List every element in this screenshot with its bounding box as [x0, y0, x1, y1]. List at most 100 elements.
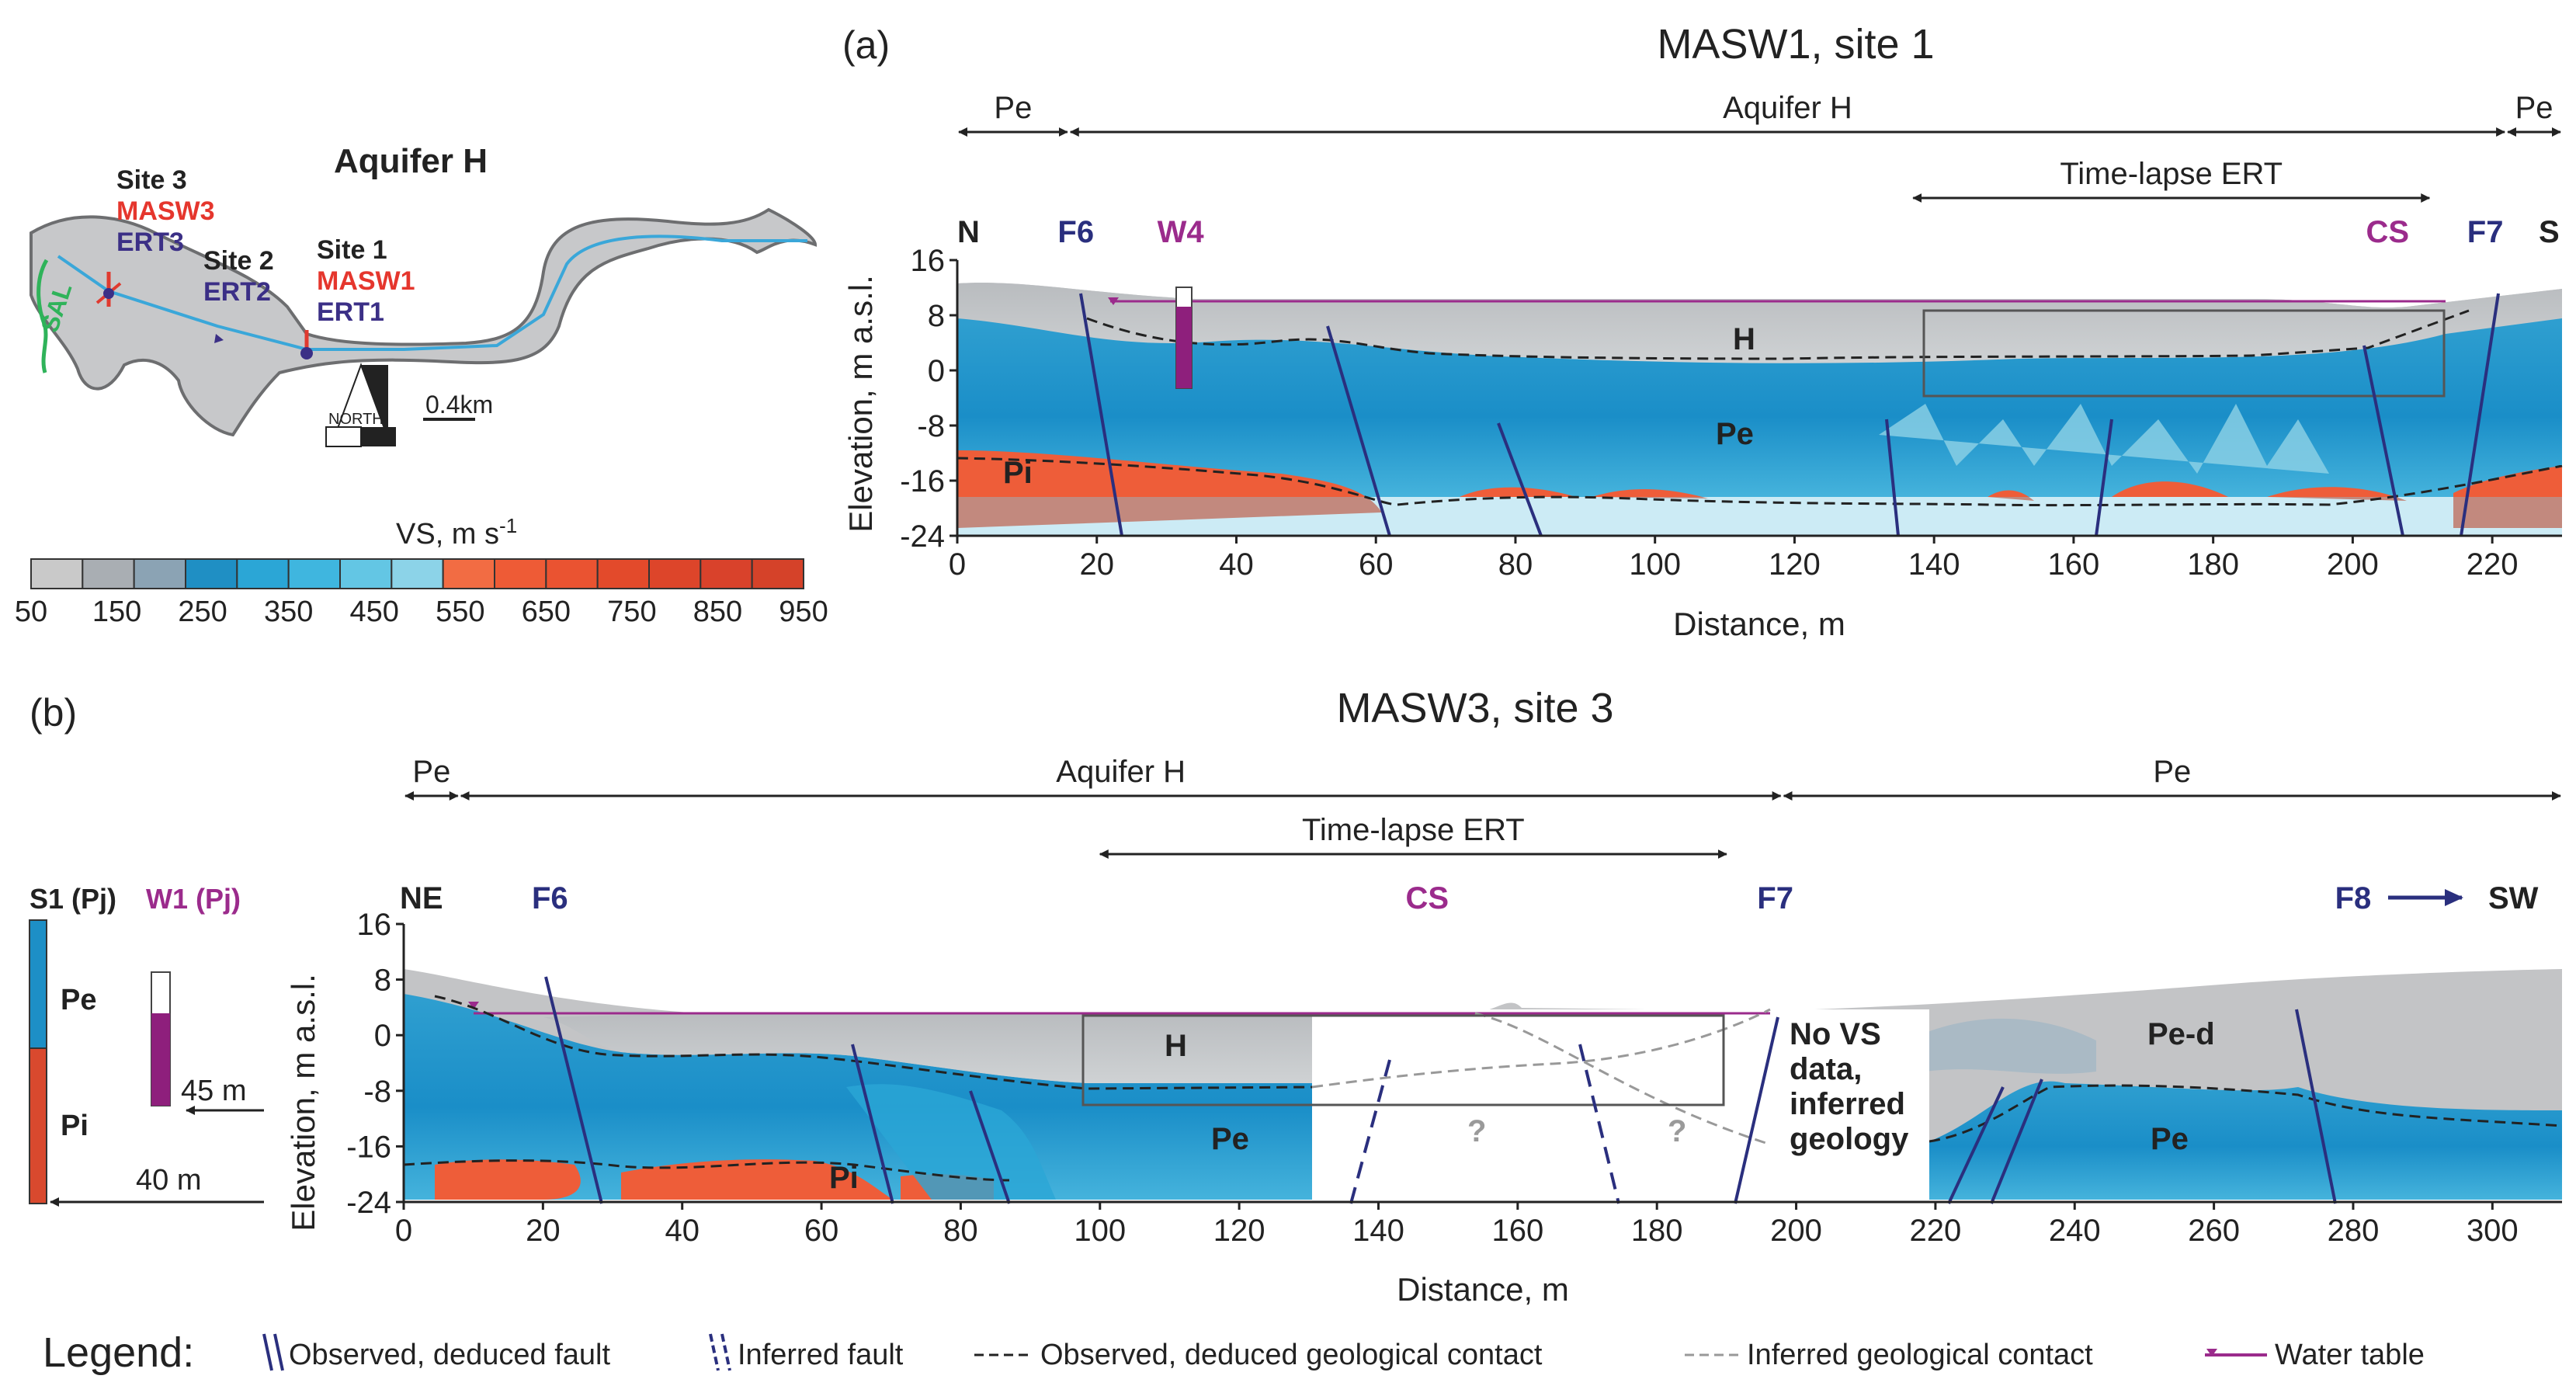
faults-b [544, 976, 2337, 1204]
marker-label-f7: F7 [2467, 215, 2504, 249]
site2-ert-label: ERT2 [203, 277, 271, 307]
unit-extent-label: Pe [2153, 755, 2191, 789]
s1-pe-column [29, 919, 47, 1049]
unit-extent-label: Pe [994, 91, 1032, 125]
x-tick-label: 220 [1910, 1214, 1962, 1248]
site1-marker [300, 347, 313, 360]
legend-title: Legend: [43, 1329, 194, 1376]
colorbar-tick: 750 [607, 596, 656, 628]
no-data-note: No VS data, inferred geology [1790, 1017, 1909, 1156]
y-tick-label: -8 [363, 1075, 391, 1109]
contact-a-lower [956, 457, 2563, 507]
legend-contact: Observed, deduced geological contact [1040, 1339, 1543, 1371]
x-tick-label: 160 [1491, 1214, 1543, 1248]
colorbar-swatch [391, 558, 444, 589]
ert-box-a [1922, 309, 2446, 398]
colorbar-tick: 850 [693, 596, 742, 628]
marker-label-f8: F8 [2335, 881, 2372, 915]
legend-observed-fault: Observed, deduced fault [289, 1339, 610, 1371]
x-tick-label: 120 [1213, 1214, 1265, 1248]
colorbar-swatch [596, 558, 651, 589]
x-tick-label: 300 [2467, 1214, 2519, 1248]
ert-extent-label: Time-lapse ERT [1302, 813, 1525, 847]
x-tick-label: 200 [2327, 547, 2379, 582]
ert-box-b [1081, 1014, 1725, 1106]
site1-label: Site 1 [317, 235, 387, 265]
svg-text:inferred: inferred [1790, 1087, 1905, 1121]
y-tick-label: 16 [357, 908, 392, 942]
marker-label-w4: W4 [1158, 215, 1205, 249]
sal-river [36, 259, 49, 373]
unit-extent-label: Pe [412, 755, 450, 789]
x-tick-label: 80 [943, 1214, 978, 1248]
colorbar-tick: 650 [522, 596, 571, 628]
colorbar-swatch [442, 558, 496, 589]
x-tick-label: 140 [1908, 547, 1960, 582]
x-tick-label: 200 [1770, 1214, 1822, 1248]
colorbar-tick: 550 [436, 596, 484, 628]
ert-extent-label: Time-lapse ERT [2060, 157, 2283, 191]
water-table-marker-a [1108, 297, 1119, 305]
well-w4-screen [1176, 307, 1192, 388]
unit-extent-label: Aquifer H [1056, 755, 1186, 789]
colorbar-swatch [236, 558, 290, 589]
legend-inferred-fault-icon [709, 1333, 731, 1371]
site3-masw-label: MASW3 [116, 196, 215, 226]
colorbar-swatch [30, 558, 84, 589]
x-tick-label: 220 [2467, 547, 2519, 582]
unit-label-ped-b: Pe-d [2147, 1017, 2215, 1051]
marker-label-cs: CS [1405, 881, 1449, 915]
inferred-contact-b-1 [1311, 1008, 1771, 1089]
y-tick-label: 8 [374, 964, 391, 998]
y-tick-label: -16 [900, 464, 945, 498]
panel-a-title: MASW1, site 1 [1657, 21, 1934, 68]
question-mark-1: ? [1467, 1114, 1486, 1148]
x-tick-label: 40 [665, 1214, 700, 1248]
site2-label: Site 2 [203, 246, 274, 276]
x-tick-label: 280 [2328, 1214, 2380, 1248]
w1-label: W1 (Pj) [146, 883, 241, 915]
colorbar-swatch [545, 558, 599, 589]
colorbar-swatch [751, 558, 805, 589]
x-tick-label: 40 [1219, 547, 1254, 582]
s1-label: S1 (Pj) [30, 883, 116, 915]
w1-screen [151, 1013, 170, 1106]
pi-patches-a [1460, 466, 2562, 528]
s1-pe-label: Pe [61, 984, 96, 1016]
site3-marker [103, 288, 114, 299]
unit-label-h-b: H [1165, 1029, 1187, 1063]
x-tick-label: 0 [949, 547, 966, 582]
pe-unit-b-right [1929, 1081, 2562, 1200]
svg-text:geology: geology [1790, 1122, 1909, 1156]
ylabel-a: Elevation, m a.s.l. [842, 275, 879, 532]
section-b: H Pe Pi Pe-d Pe ? ? No VS data, inferred… [403, 969, 2563, 1204]
s1-pi-label: Pi [61, 1110, 89, 1142]
panel-b-title: MASW3, site 3 [1336, 685, 1613, 731]
colorbar-swatch [339, 558, 393, 589]
site-map: Aquifer H Site 3 MASW3 ERT3 Site 2 ERT2 … [30, 142, 818, 447]
colorbar-tick: 950 [779, 596, 828, 628]
inferred-faults-b [1349, 1044, 1620, 1204]
svg-text:No VS: No VS [1790, 1017, 1881, 1051]
x-tick-label: 60 [804, 1214, 839, 1248]
site3-label: Site 3 [116, 165, 187, 195]
direction-n: N [957, 215, 980, 249]
x-tick-label: 180 [2187, 547, 2239, 582]
panel-a: (a) MASW1, site 1 Pe Aquifer H Pe Time-laps… [842, 21, 2563, 642]
y-tick-label: -8 [917, 409, 945, 443]
colorbar-tick: 50 [15, 596, 47, 628]
colorbar-swatch [133, 558, 187, 589]
faults-a [1079, 293, 2500, 537]
unit-extent-label: Pe [2515, 91, 2553, 125]
pe-highlights-a [1879, 404, 2329, 474]
colorbar-swatch [82, 558, 135, 589]
y-tick-label: 0 [374, 1019, 391, 1053]
marker-label-cs: CS [2366, 215, 2410, 249]
legend: Legend: Observed, deduced fault Inferred… [43, 1329, 2425, 1376]
site2-marker [214, 334, 224, 343]
marker-label-f7: F7 [1757, 881, 1793, 915]
y-tick-label: 16 [911, 244, 946, 278]
xlabel-b: Distance, m [1397, 1271, 1569, 1308]
question-mark-2: ? [1668, 1114, 1686, 1148]
